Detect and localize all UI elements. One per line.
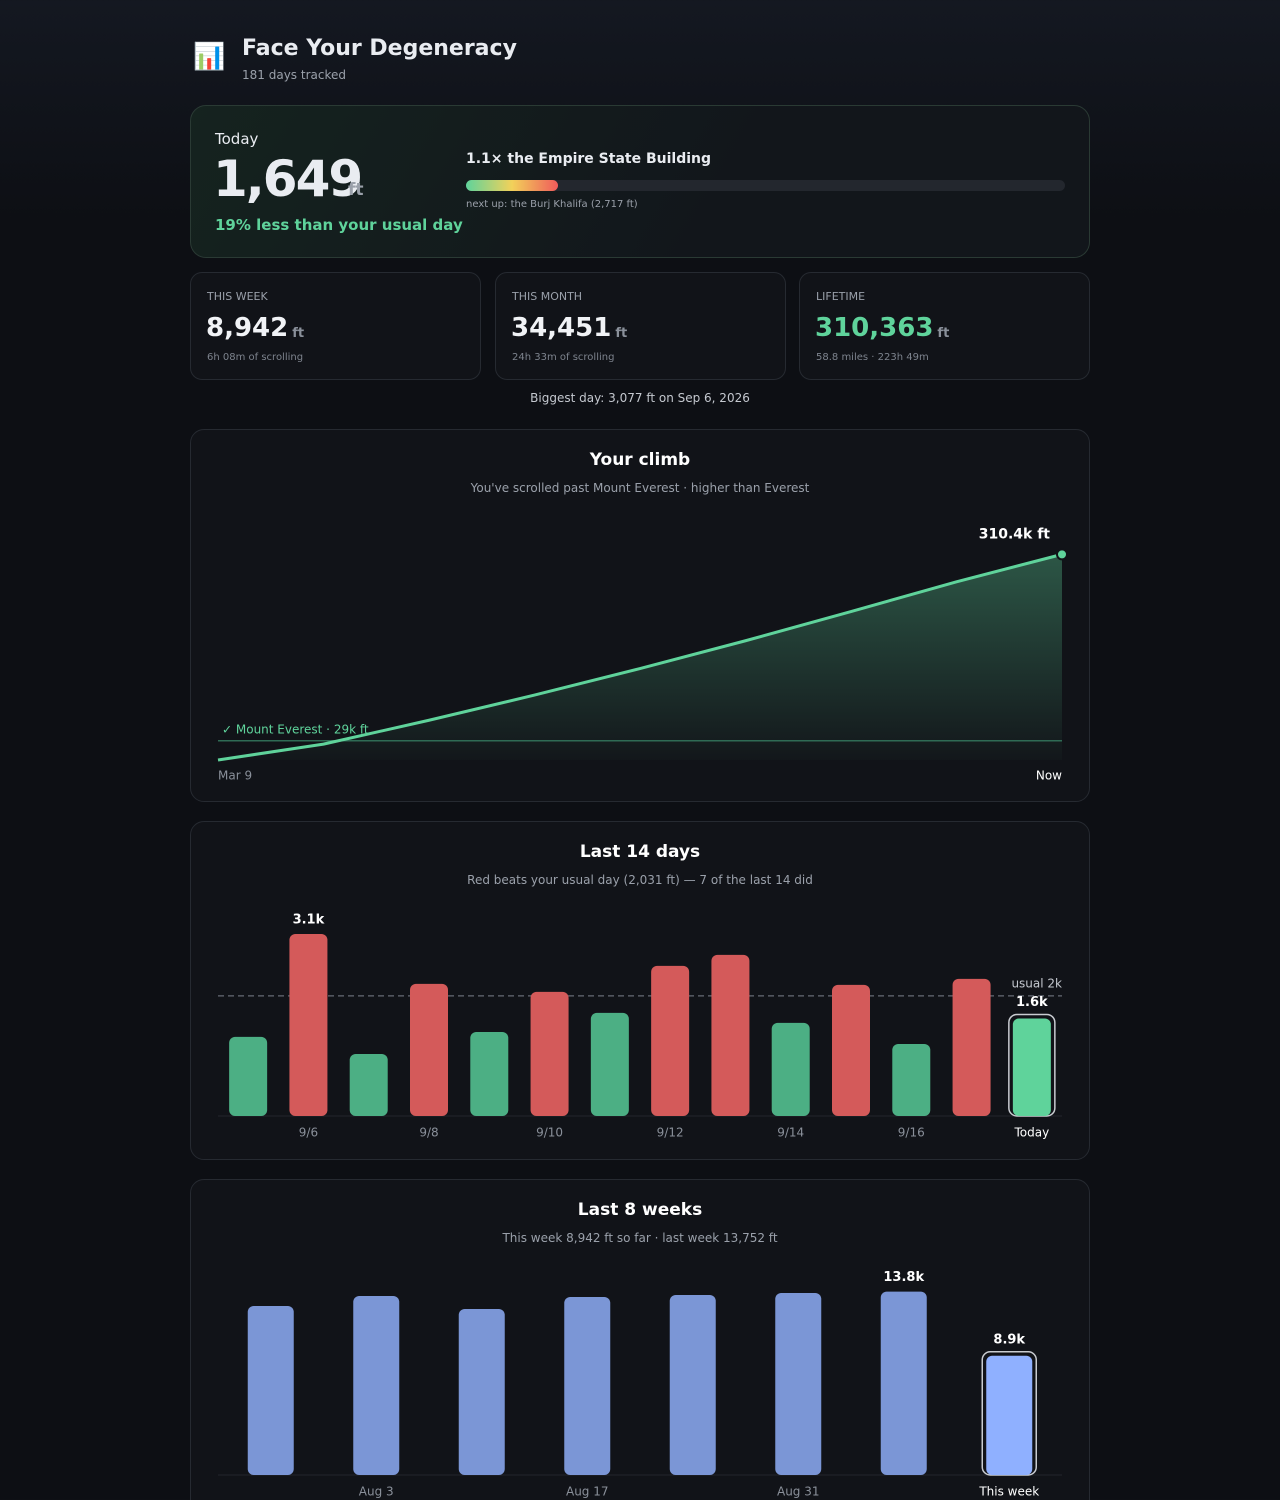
stat-unit: ft <box>615 326 628 341</box>
bar <box>711 954 750 1116</box>
bar <box>669 1295 716 1475</box>
x-tick-label: Today <box>1013 1126 1049 1140</box>
chart-subtitle: Red beats your usual day (2,031 ft) — 7 … <box>467 873 813 887</box>
x-tick-label: This week <box>978 1485 1039 1499</box>
bar <box>771 1022 810 1116</box>
x-tick-label: Aug 17 <box>566 1485 609 1499</box>
x-tick-label: 9/16 <box>898 1126 925 1140</box>
bar <box>470 1031 509 1116</box>
reference-label: ✓ Mount Everest · 29k ft <box>222 722 369 736</box>
x-tick-label: Now <box>1036 769 1062 783</box>
progress-fill <box>466 180 559 191</box>
x-tick-label: Aug 31 <box>777 1485 820 1499</box>
bar <box>832 984 870 1116</box>
today-value: 1,649 <box>213 150 363 208</box>
days-card <box>190 821 1090 1160</box>
bar <box>564 1297 611 1475</box>
value-label: 8.9k <box>993 1332 1025 1347</box>
stat-detail: 58.8 miles · 223h 49m <box>816 352 929 363</box>
value-label: 13.8k <box>883 1270 924 1285</box>
stat-label: THIS MONTH <box>512 290 583 303</box>
bar <box>229 1036 268 1116</box>
value-label: 3.1k <box>293 913 325 928</box>
chart-title: Last 8 weeks <box>577 1200 703 1220</box>
bar <box>986 1355 1033 1475</box>
x-tick-label: Mar 9 <box>218 769 252 783</box>
bar <box>590 1012 629 1116</box>
stat-card <box>495 272 786 380</box>
stat-unit: ft <box>937 326 950 341</box>
bar <box>775 1293 822 1475</box>
biggest-day: Biggest day: 3,077 ft on Sep 6, 2026 <box>530 391 750 405</box>
today-label: Today <box>215 130 259 148</box>
x-tick-label: 9/14 <box>777 1126 804 1140</box>
stat-unit: ft <box>292 326 305 341</box>
app-subtitle: 181 days tracked <box>242 68 346 82</box>
end-dot <box>1056 548 1068 561</box>
chart-subtitle: This week 8,942 ft so far · last week 13… <box>502 1231 778 1245</box>
app-icon: 📊 <box>193 42 226 72</box>
value-label: 310.4k ft <box>979 526 1051 542</box>
bar <box>892 1044 931 1116</box>
bar <box>353 1296 400 1475</box>
weeks-card <box>190 1179 1090 1500</box>
chart-title: Your climb <box>589 450 691 470</box>
today-comparison: 19% less than your usual day <box>215 216 463 234</box>
stat-card <box>799 272 1090 380</box>
chart-subtitle: You've scrolled past Mount Everest · hig… <box>470 481 810 495</box>
climb-line <box>217 552 1063 762</box>
x-tick-label: 9/12 <box>657 1126 684 1140</box>
bar <box>651 965 690 1116</box>
milestone: 1.1× the Empire State Building <box>466 151 712 167</box>
reference-label: usual 2k <box>1011 976 1062 990</box>
next-up: next up: the Burj Khalifa (2,717 ft) <box>466 199 638 210</box>
x-tick-label: 9/6 <box>299 1126 318 1140</box>
stat-value: 34,451 <box>511 313 612 343</box>
bar <box>1012 1018 1051 1116</box>
stat-label: LIFETIME <box>816 290 866 303</box>
bar <box>247 1306 294 1475</box>
progress-track <box>466 180 1065 191</box>
stat-card <box>190 272 481 380</box>
stat-value: 310,363 <box>815 313 934 343</box>
bar <box>458 1309 505 1475</box>
app-title: Face Your Degeneracy <box>242 36 517 61</box>
today-unit: ft <box>348 180 364 200</box>
x-tick-label: Aug 3 <box>359 1485 394 1499</box>
value-label: 1.6k <box>1016 995 1048 1010</box>
bar <box>349 1053 388 1116</box>
x-tick-label: 9/10 <box>536 1126 563 1140</box>
climb-area <box>218 554 1062 760</box>
stat-value: 8,942 <box>206 313 289 343</box>
stat-detail: 6h 08m of scrolling <box>207 352 304 363</box>
stat-detail: 24h 33m of scrolling <box>512 352 615 363</box>
bar <box>289 934 328 1116</box>
bar <box>952 978 991 1116</box>
chart-title: Last 14 days <box>579 842 701 862</box>
bar <box>880 1291 927 1475</box>
bar <box>410 983 448 1116</box>
stat-label: THIS WEEK <box>207 290 268 303</box>
x-tick-label: 9/8 <box>419 1126 438 1140</box>
bar <box>530 991 569 1116</box>
